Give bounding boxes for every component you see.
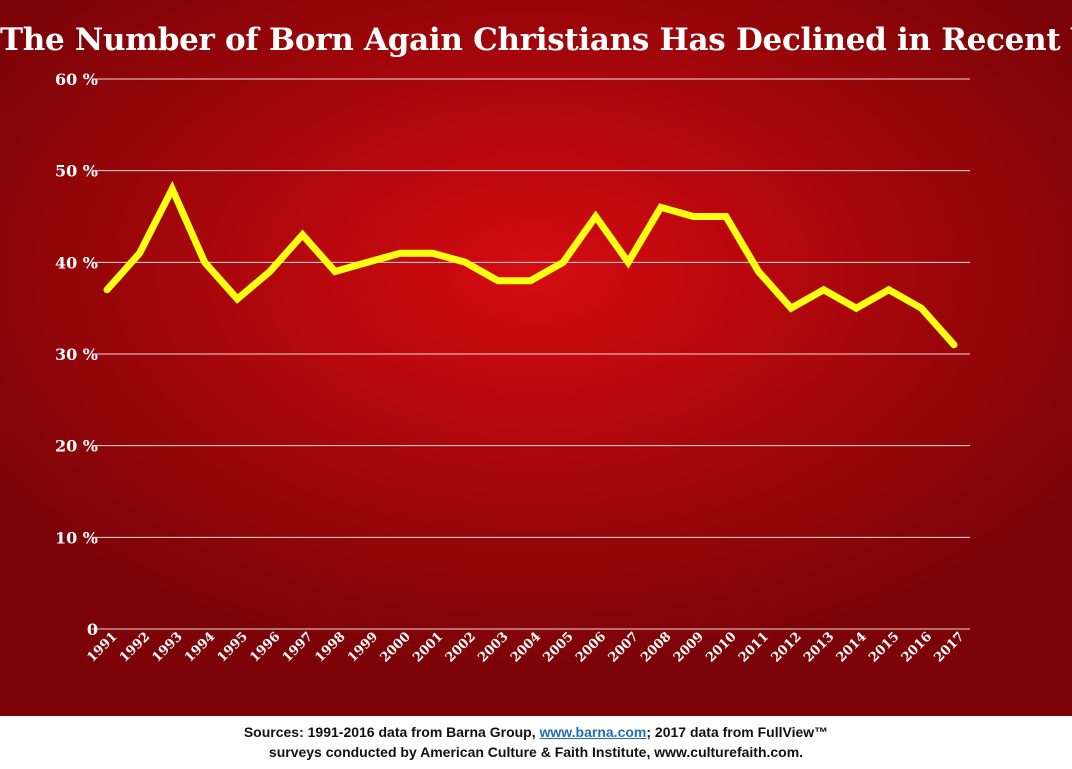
sources-prefix: Sources: 1991-2016 data from Barna Group… <box>243 724 540 740</box>
data-point-2014 <box>853 305 860 312</box>
sources-suffix: ; 2017 data from FullView™ <box>646 724 829 740</box>
y-axis-ticks: 0 10 % 20 % 30 % 40 % 50 % 60 % <box>55 70 98 639</box>
data-point-1997 <box>299 231 306 238</box>
series-group <box>103 180 958 349</box>
data-point-2008 <box>657 204 664 211</box>
line-chart: 0 10 % 20 % 30 % 40 % 50 % 60 % 19911992199319… <box>55 70 970 665</box>
x-tick-label: 2001 <box>410 629 446 665</box>
x-tick-label: 2008 <box>638 629 674 665</box>
y-tick-label: 50 % <box>55 162 98 181</box>
y-tick-label: 10 % <box>55 528 98 547</box>
gridlines <box>92 78 970 630</box>
x-tick-label: 1993 <box>150 629 186 665</box>
x-tick-label: 2002 <box>443 629 479 665</box>
data-point-2004 <box>527 277 534 284</box>
x-tick-label: 1995 <box>215 629 251 665</box>
data-point-1991 <box>104 286 110 293</box>
data-point-2010 <box>722 213 729 220</box>
data-point-1993 <box>169 186 176 192</box>
data-point-2013 <box>820 286 827 293</box>
x-axis-ticks: 1991199219931994199519961997199819992000… <box>84 629 967 665</box>
sources-footer: Sources: 1991-2016 data from Barna Group… <box>0 716 1072 769</box>
x-tick-label: 1997 <box>280 629 316 665</box>
x-tick-label: 2016 <box>899 629 935 665</box>
y-tick-label: 0 <box>87 620 98 639</box>
data-point-2001 <box>429 250 436 257</box>
chart-title: The Number of Born Again Christians Has … <box>0 22 1072 58</box>
x-tick-label: 1996 <box>247 629 283 665</box>
x-tick-label: 2015 <box>866 629 902 665</box>
y-tick-label: 30 % <box>55 345 98 364</box>
data-point-1995 <box>234 296 241 302</box>
x-tick-label: 2010 <box>703 629 739 665</box>
x-tick-label: 2014 <box>834 629 870 665</box>
data-point-2009 <box>690 213 697 220</box>
data-point-2011 <box>755 268 762 275</box>
data-point-2002 <box>462 259 469 266</box>
barna-link[interactable]: www.barna.com <box>539 724 647 740</box>
x-tick-label: 2012 <box>769 629 805 665</box>
data-point-2012 <box>788 305 795 312</box>
x-tick-label: 2006 <box>573 629 609 665</box>
x-tick-label: 2011 <box>736 629 772 665</box>
data-point-2005 <box>560 259 567 266</box>
data-point-1994 <box>201 259 208 266</box>
x-tick-label: 2017 <box>931 629 967 665</box>
x-tick-label: 2004 <box>508 629 544 665</box>
x-tick-label: 2003 <box>475 629 511 665</box>
x-tick-label: 2007 <box>606 629 642 665</box>
sources-line-1: Sources: 1991-2016 data from Barna Group… <box>0 722 1072 742</box>
y-tick-label: 60 % <box>55 70 98 89</box>
x-tick-label: 2013 <box>801 629 837 665</box>
x-tick-label: 2009 <box>671 629 707 665</box>
x-tick-label: 1998 <box>312 629 348 665</box>
x-tick-label: 1994 <box>182 629 218 665</box>
data-point-1996 <box>266 268 273 275</box>
data-point-1998 <box>332 268 339 275</box>
data-point-2003 <box>494 277 501 284</box>
data-point-2000 <box>397 250 404 257</box>
y-tick-label: 40 % <box>55 253 98 272</box>
data-point-2015 <box>885 286 892 293</box>
data-point-2007 <box>625 259 632 266</box>
data-point-2017 <box>951 341 957 348</box>
x-tick-label: 1999 <box>345 629 381 665</box>
series-line <box>103 180 958 349</box>
x-tick-label: 1992 <box>117 629 153 665</box>
x-tick-label: 2005 <box>541 629 577 665</box>
data-point-1992 <box>136 250 143 257</box>
y-tick-label: 20 % <box>55 437 98 456</box>
data-point-2016 <box>918 305 925 312</box>
data-point-1999 <box>364 259 371 266</box>
chart-panel: The Number of Born Again Christians Has … <box>0 0 1072 716</box>
data-point-2006 <box>592 213 599 220</box>
x-tick-label: 2000 <box>378 629 414 665</box>
sources-line-2: surveys conducted by American Culture & … <box>268 744 804 760</box>
